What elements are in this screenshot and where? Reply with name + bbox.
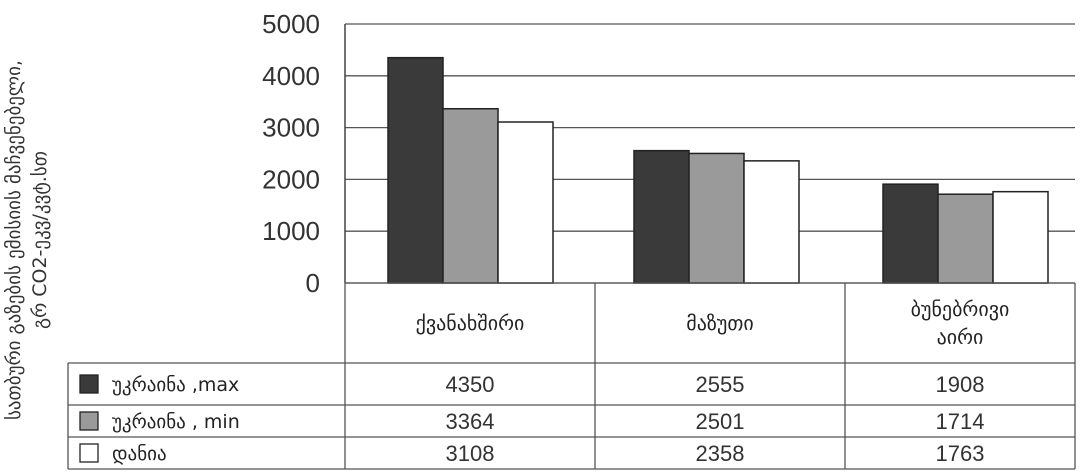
y-tick-label: 5000 [262,9,320,39]
y-tick-label: 0 [306,268,320,298]
category-label: ბუნებრივი [911,297,1010,321]
table-cell-value: 2358 [696,441,745,466]
table-cell-value: 3364 [446,409,495,434]
y-axis-label-line2: გრ CO2-ეკვ/კვტ.სთ [29,151,51,329]
bar [497,121,554,284]
y-tick-label: 2000 [262,164,320,194]
category-label: მაზუთი [686,311,753,335]
category-label: აირი [937,325,984,349]
data-table: ქვანახშირი მაზუთი ბუნებრივი აირი უკრაინა ,ma… [67,282,1076,470]
y-tick-label: 3000 [262,113,320,143]
bars [387,56,1049,284]
legend-swatch [79,374,99,394]
bar [992,190,1049,284]
bar [743,160,800,284]
table-cell-value: 3108 [446,441,495,466]
table-cell-value: 2501 [696,409,745,434]
bar [882,183,939,284]
legend-swatch [79,411,99,431]
y-tick-label: 1000 [262,216,320,246]
table-cell-value: 1763 [936,441,985,466]
bar [633,149,690,284]
y-axis-ticks: 0 1000 2000 3000 4000 5000 [262,9,320,298]
y-axis-label: სათბური გაზების ემისიის მაჩვენებელი, გრ C… [3,60,51,420]
legend-swatch [79,443,99,463]
bar [688,152,745,284]
legend-label: უკრაინა , min [112,411,240,433]
bar [442,107,499,284]
legend-label: დანია [112,443,167,465]
bar [937,193,994,284]
legend-label: უკრაინა ,max [112,374,239,396]
table-cell-value: 1908 [936,372,985,397]
y-axis-label-line1: სათბური გაზების ემისიის მაჩვენებელი, [3,60,25,420]
category-label: ქვანახშირი [416,311,525,335]
y-tick-label: 4000 [262,61,320,91]
table-cell-value: 4350 [446,372,495,397]
table-cell-value: 1714 [936,409,985,434]
bar [387,56,444,284]
table-cell-value: 2555 [696,372,745,397]
